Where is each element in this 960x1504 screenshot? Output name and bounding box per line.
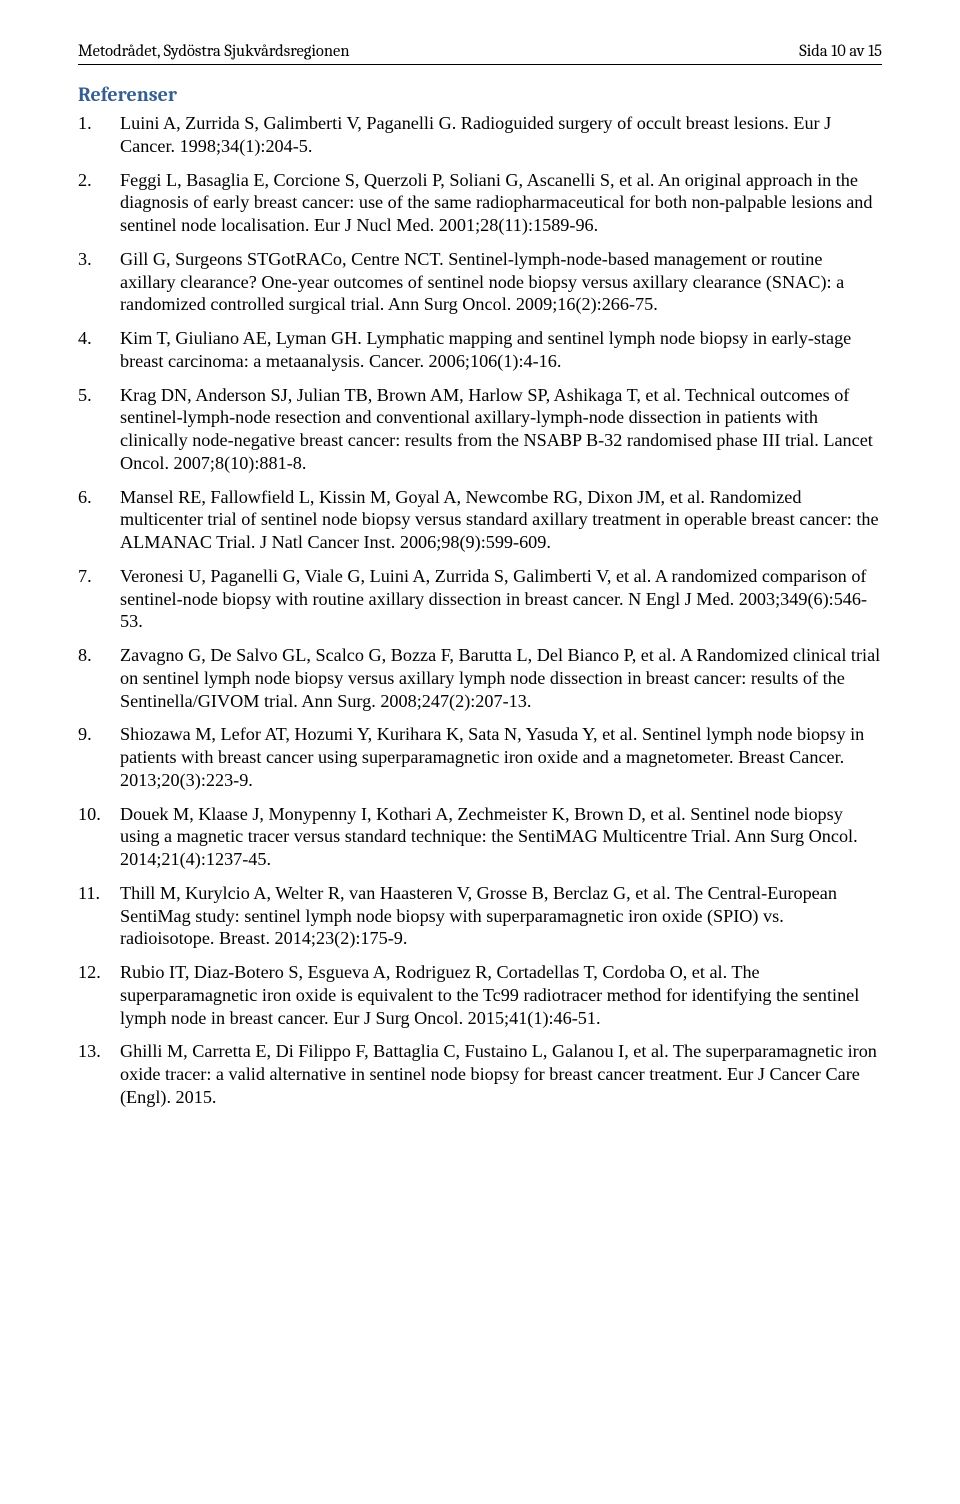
reference-text: Zavagno G, De Salvo GL, Scalco G, Bozza …	[120, 644, 882, 712]
reference-text: Krag DN, Anderson SJ, Julian TB, Brown A…	[120, 384, 882, 475]
reference-text: Shiozawa M, Lefor AT, Hozumi Y, Kurihara…	[120, 723, 882, 791]
reference-item: 4.Kim T, Giuliano AE, Lyman GH. Lymphati…	[78, 327, 882, 373]
reference-number: 6.	[78, 486, 120, 554]
header-left: Metodrådet, Sydöstra Sjukvårdsregionen	[78, 42, 350, 61]
reference-text: Douek M, Klaase J, Monypenny I, Kothari …	[120, 803, 882, 871]
reference-number: 9.	[78, 723, 120, 791]
reference-item: 3.Gill G, Surgeons STGotRACo, Centre NCT…	[78, 248, 882, 316]
reference-item: 5.Krag DN, Anderson SJ, Julian TB, Brown…	[78, 384, 882, 475]
header-right: Sida 10 av 15	[799, 42, 882, 61]
reference-item: 10.Douek M, Klaase J, Monypenny I, Kotha…	[78, 803, 882, 871]
reference-text: Thill M, Kurylcio A, Welter R, van Haast…	[120, 882, 882, 950]
document-page: Metodrådet, Sydöstra Sjukvårdsregionen S…	[0, 0, 960, 1504]
reference-number: 8.	[78, 644, 120, 712]
reference-number: 10.	[78, 803, 120, 871]
reference-number: 2.	[78, 169, 120, 237]
reference-number: 1.	[78, 112, 120, 158]
reference-item: 8.Zavagno G, De Salvo GL, Scalco G, Bozz…	[78, 644, 882, 712]
reference-item: 6.Mansel RE, Fallowfield L, Kissin M, Go…	[78, 486, 882, 554]
reference-number: 4.	[78, 327, 120, 373]
reference-text: Veronesi U, Paganelli G, Viale G, Luini …	[120, 565, 882, 633]
page-header: Metodrådet, Sydöstra Sjukvårdsregionen S…	[78, 42, 882, 65]
reference-text: Kim T, Giuliano AE, Lyman GH. Lymphatic …	[120, 327, 882, 373]
reference-item: 2.Feggi L, Basaglia E, Corcione S, Querz…	[78, 169, 882, 237]
reference-text: Feggi L, Basaglia E, Corcione S, Querzol…	[120, 169, 882, 237]
reference-text: Luini A, Zurrida S, Galimberti V, Pagane…	[120, 112, 882, 158]
reference-text: Mansel RE, Fallowfield L, Kissin M, Goya…	[120, 486, 882, 554]
reference-item: 9.Shiozawa M, Lefor AT, Hozumi Y, Kuriha…	[78, 723, 882, 791]
reference-text: Ghilli M, Carretta E, Di Filippo F, Batt…	[120, 1040, 882, 1108]
reference-item: 7.Veronesi U, Paganelli G, Viale G, Luin…	[78, 565, 882, 633]
reference-number: 7.	[78, 565, 120, 633]
reference-number: 11.	[78, 882, 120, 950]
references-list: 1.Luini A, Zurrida S, Galimberti V, Paga…	[78, 112, 882, 1109]
reference-item: 13.Ghilli M, Carretta E, Di Filippo F, B…	[78, 1040, 882, 1108]
reference-number: 13.	[78, 1040, 120, 1108]
reference-item: 12.Rubio IT, Diaz-Botero S, Esgueva A, R…	[78, 961, 882, 1029]
reference-item: 11.Thill M, Kurylcio A, Welter R, van Ha…	[78, 882, 882, 950]
section-title: Referenser	[78, 83, 882, 106]
reference-number: 12.	[78, 961, 120, 1029]
reference-text: Rubio IT, Diaz-Botero S, Esgueva A, Rodr…	[120, 961, 882, 1029]
reference-number: 5.	[78, 384, 120, 475]
reference-number: 3.	[78, 248, 120, 316]
reference-item: 1.Luini A, Zurrida S, Galimberti V, Paga…	[78, 112, 882, 158]
reference-text: Gill G, Surgeons STGotRACo, Centre NCT. …	[120, 248, 882, 316]
